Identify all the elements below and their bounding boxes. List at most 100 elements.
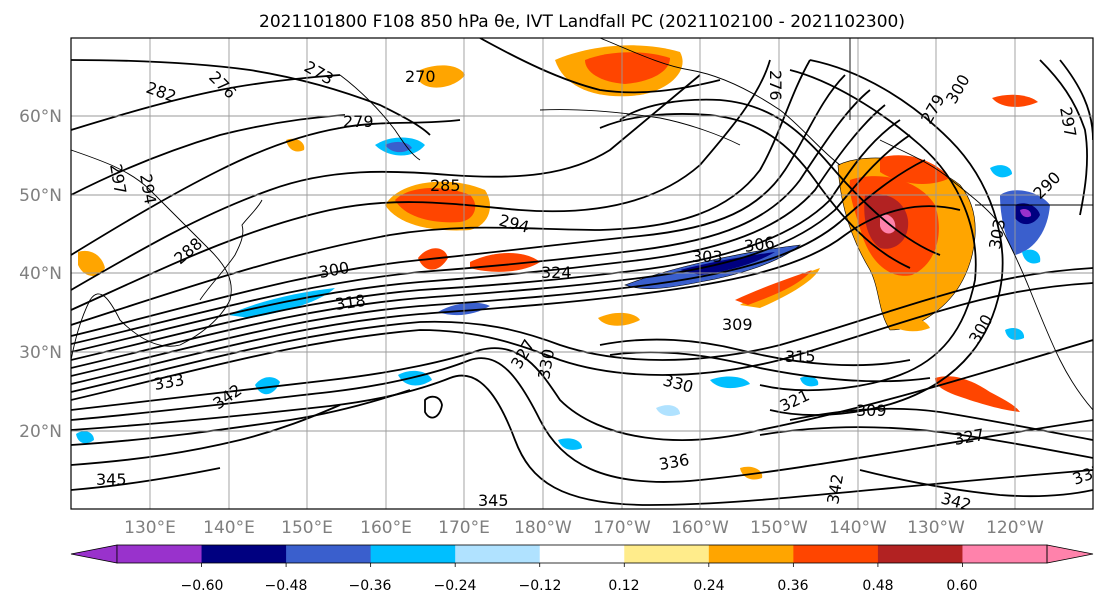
latitude-labels: 60°N 50°N 40°N 30°N 20°N xyxy=(19,107,62,442)
figure-title: 2021101800 F108 850 hPa θe, IVT Landfall… xyxy=(259,12,905,32)
contour-line xyxy=(759,69,977,392)
contour-label: 342 xyxy=(939,489,973,515)
contour-label: 318 xyxy=(334,291,367,314)
shade-negative-blob xyxy=(76,431,94,444)
lat-label: 30°N xyxy=(19,343,62,363)
colorbar-tick-label: 0.12 xyxy=(608,578,639,594)
contour-line xyxy=(71,467,221,491)
contour-label: 303 xyxy=(692,247,723,266)
graticule xyxy=(71,38,1093,509)
lon-label: 150°E xyxy=(281,518,333,538)
lon-label: 150°W xyxy=(750,518,808,538)
coastline-japan xyxy=(199,199,263,301)
contour-line xyxy=(71,119,901,361)
contour-line xyxy=(71,59,771,311)
colorbar-segment xyxy=(962,545,1048,563)
longitude-labels: 130°E 140°E 150°E 160°E 170°E 180°W 170°… xyxy=(124,518,1044,538)
lat-label: 20°N xyxy=(19,422,62,442)
shade-negative-blob xyxy=(656,405,680,416)
colorbar-tick-label: −0.24 xyxy=(434,578,477,594)
colorbar-tick-label: −0.48 xyxy=(265,578,308,594)
lon-label: 160°W xyxy=(671,518,729,538)
shade-negative-blob xyxy=(255,377,280,395)
lat-label: 60°N xyxy=(19,107,62,127)
shade-positive-blob xyxy=(420,65,465,88)
contour-label: 276 xyxy=(766,70,785,101)
contour-line xyxy=(71,404,341,466)
lon-label: 170°E xyxy=(438,518,490,538)
shade-negative-blob xyxy=(990,165,1012,178)
colorbar-tick-label: −0.12 xyxy=(519,578,562,594)
colorbar-segment xyxy=(877,545,963,563)
shade-positive-blob xyxy=(735,270,812,305)
contour-label: 345 xyxy=(96,470,127,489)
contour-line xyxy=(859,469,1093,498)
contour-label: 309 xyxy=(722,315,753,334)
colorbar-segment xyxy=(117,545,203,563)
contour-line xyxy=(759,426,1093,459)
colorbar-frame xyxy=(116,544,1048,564)
colorbar-segment xyxy=(201,545,287,563)
contour-label: 324 xyxy=(541,263,572,282)
lon-label: 160°E xyxy=(360,518,412,538)
coastline-kamchatka xyxy=(339,74,421,161)
shade-positive-blob xyxy=(886,316,930,332)
contour-line xyxy=(599,338,911,367)
contour-label: 285 xyxy=(430,176,461,195)
colorbar-segment xyxy=(539,545,625,563)
shade-negative-blob xyxy=(710,376,750,389)
contour-label: 306 xyxy=(743,233,776,256)
contour-line xyxy=(424,395,443,419)
shade-positive-blob xyxy=(286,138,305,152)
lon-label: 130°E xyxy=(124,518,176,538)
contour-line xyxy=(71,114,346,196)
coastline-alaska xyxy=(599,38,841,166)
lon-label: 120°W xyxy=(986,518,1044,538)
lon-label: 180°W xyxy=(514,518,572,538)
contour-label: 279 xyxy=(343,112,374,131)
contour-line xyxy=(71,74,846,337)
colorbar-segment xyxy=(370,545,456,563)
contour-label: 345 xyxy=(478,491,509,510)
lat-label: 50°N xyxy=(19,186,62,206)
contour-line xyxy=(71,74,341,131)
contour-label: 315 xyxy=(785,347,816,366)
colorbar-tick-label: 0.24 xyxy=(693,578,724,594)
contour-line xyxy=(71,374,1093,506)
contour-line xyxy=(71,59,431,136)
contour-line xyxy=(71,357,1093,483)
coastline-north-america xyxy=(879,139,1093,411)
colorbar-tick-label: −0.36 xyxy=(349,578,392,594)
shade-negative-blob xyxy=(558,438,582,450)
contour-label: 270 xyxy=(405,67,436,86)
contour-line xyxy=(71,267,1093,393)
shade-negative-blob xyxy=(1020,208,1032,218)
contour-line xyxy=(71,134,911,369)
contour-line xyxy=(71,339,1093,441)
shade-negative-blob xyxy=(680,252,775,275)
contour-line xyxy=(71,119,461,256)
colorbar-segment xyxy=(455,545,541,563)
shade-positive-blob xyxy=(395,188,476,223)
colorbar-extend-max xyxy=(1046,544,1094,564)
lon-label: 170°W xyxy=(593,518,651,538)
map-area: 276 273 270 282 279 297 294 285 294 288 … xyxy=(71,38,1093,515)
contour-line xyxy=(71,59,811,326)
colorbar-tick-label: −0.60 xyxy=(181,578,224,594)
contour-line xyxy=(71,74,701,291)
colorbar-segment xyxy=(708,545,794,563)
shade-positive-blob xyxy=(598,312,640,326)
contour-line xyxy=(479,38,721,94)
contour-line xyxy=(71,389,411,446)
colorbar xyxy=(70,544,1094,567)
contour-line xyxy=(1039,59,1088,216)
coastlines xyxy=(71,38,1093,411)
colorbar-tick-label: 0.60 xyxy=(946,578,977,594)
lon-label: 140°E xyxy=(203,518,255,538)
coastline-aleutians xyxy=(539,109,741,146)
contour-line xyxy=(619,98,941,256)
colorbar-extend-min xyxy=(70,544,118,564)
shade-positive-blob xyxy=(78,250,105,276)
map-frame xyxy=(70,37,1094,510)
